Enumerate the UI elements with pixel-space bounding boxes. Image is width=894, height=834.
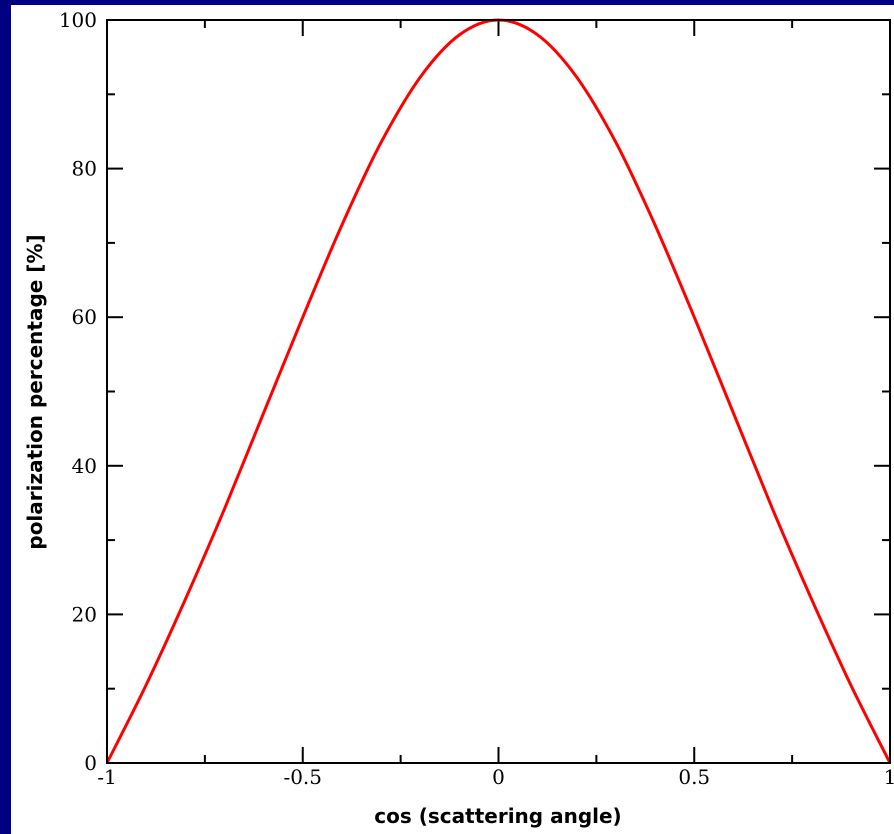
plot-frame xyxy=(106,19,891,764)
series-layer xyxy=(105,18,892,764)
y-tick-label: 20 xyxy=(72,602,97,626)
y-tick-label: 40 xyxy=(72,454,97,478)
x-tick-label: 0 xyxy=(492,765,505,789)
figure-background xyxy=(11,5,894,834)
y-axis-title: polarization percentage [%] xyxy=(23,234,47,549)
y-tick-label: 0 xyxy=(84,751,97,775)
y-tick-label: 60 xyxy=(72,305,97,329)
x-axis-title: cos (scattering angle) xyxy=(374,804,621,828)
tick-marks xyxy=(106,19,891,764)
y-tick-label: 100 xyxy=(59,8,97,32)
y-tick-label: 80 xyxy=(72,157,97,181)
x-tick-label: 1 xyxy=(884,765,894,789)
x-tick-label: -0.5 xyxy=(283,765,322,789)
x-tick-label: 0.5 xyxy=(678,765,710,789)
tick-labels: -1 -0.5 0 0.5 1 0 20 40 60 80 100 xyxy=(59,8,894,789)
x-tick-label: -1 xyxy=(97,765,116,789)
series-line xyxy=(105,18,892,764)
